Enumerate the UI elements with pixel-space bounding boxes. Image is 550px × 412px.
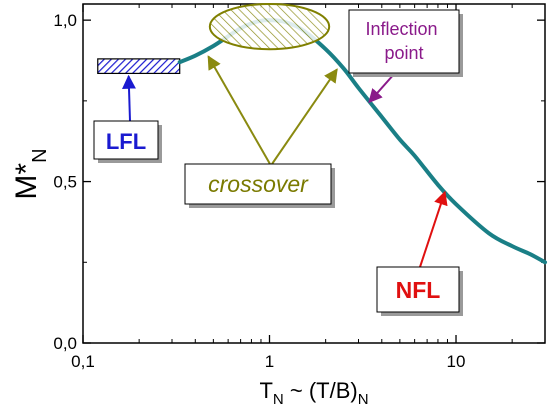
lfl-arrow — [122, 74, 136, 122]
crossover-arrow-left — [207, 55, 271, 165]
y-axis-title-main: M* — [10, 163, 43, 200]
annotation-arrows — [122, 55, 448, 268]
lfl-region — [97, 58, 181, 75]
y-tick-label: 0,5 — [53, 173, 77, 192]
inflection-label: Inflection point — [365, 19, 442, 63]
lfl-annotation: LFL — [93, 120, 162, 163]
crossover-ellipse — [208, 3, 331, 51]
inflection-annotation: Inflection point — [348, 9, 463, 77]
crossover-annotation: crossover — [184, 163, 335, 208]
x-axis-title: TN ~ (T/B)N — [259, 378, 368, 408]
plot-area-frame — [82, 3, 546, 344]
x-tick-label: 0,1 — [71, 352, 95, 371]
y-axis-title-sub: N — [29, 148, 51, 162]
inflection-label-line2: point — [384, 43, 423, 63]
x-axis-title-sub1: N — [273, 391, 284, 408]
lfl-hatched-box — [97, 58, 181, 75]
nfl-annotation: NFL — [376, 266, 463, 316]
crossover-arrow-right — [271, 68, 338, 165]
crossover-label: crossover — [208, 171, 309, 197]
x-tick-label: 1 — [265, 352, 274, 371]
x-axis-title-sub2: N — [358, 391, 369, 408]
x-tick-label: 10 — [447, 352, 466, 371]
inflection-arrow — [368, 72, 396, 104]
y-tick-label: 0,0 — [53, 334, 77, 353]
nfl-arrow — [419, 190, 448, 268]
x-axis-title-main: T — [259, 378, 272, 403]
nfl-label: NFL — [396, 277, 441, 303]
y-axis-title: M*N — [10, 148, 51, 199]
y-tick-label: 1,0 — [53, 11, 77, 30]
lfl-label: LFL — [106, 129, 146, 154]
x-axis-title-mid: ~ (T/B) — [284, 378, 358, 403]
y-axis-ticks: 0,0 0,5 1,0 — [53, 11, 545, 353]
crossover-region — [208, 3, 331, 51]
inflection-label-line1: Inflection — [365, 19, 437, 39]
